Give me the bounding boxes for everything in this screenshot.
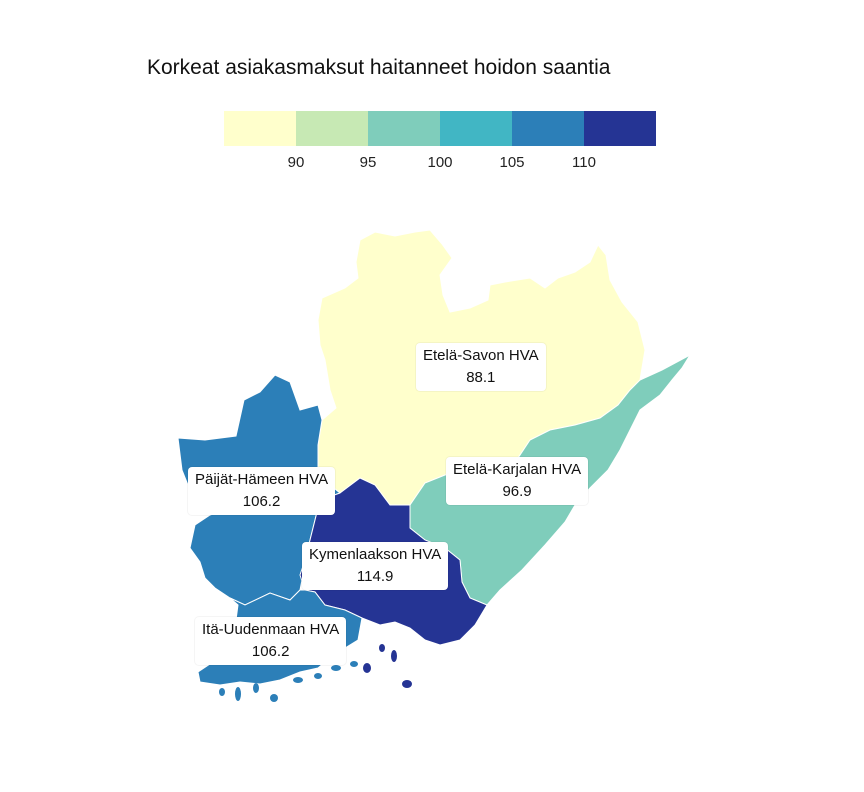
region-name: Etelä-Karjalan HVA: [453, 461, 582, 478]
region-label-etela-savo: Etelä-Savon HVA 88.1: [416, 343, 546, 391]
legend-swatch-1: [224, 111, 296, 146]
legend-swatch-2: [296, 111, 368, 146]
region-value: 88.1: [466, 369, 496, 386]
region-name: Itä-Uudenmaan HVA: [202, 621, 340, 638]
legend-tick: 110: [572, 154, 596, 171]
map-title: Korkeat asiakasmaksut haitanneet hoidon …: [147, 56, 611, 79]
region-label-paijat-hame: Päijät-Hämeen HVA 106.2: [188, 467, 336, 515]
islands: [219, 644, 412, 702]
region-label-ita-uusimaa: Itä-Uudenmaan HVA 106.2: [195, 617, 347, 665]
region-value: 96.9: [502, 483, 532, 500]
region-name: Etelä-Savon HVA: [423, 347, 539, 364]
legend-ticks: 90 95 100 105 110: [224, 154, 656, 174]
region-value: 106.2: [242, 493, 281, 510]
legend-swatch-4: [440, 111, 512, 146]
legend-tick: 105: [499, 154, 525, 171]
legend-tick: 90: [287, 154, 305, 171]
region-value: 114.9: [356, 568, 394, 585]
legend-tick: 100: [427, 154, 453, 171]
region-name: Kymenlaakson HVA: [309, 546, 442, 563]
color-legend: [224, 111, 656, 146]
region-value: 106.2: [251, 643, 290, 660]
region-label-etela-karjala: Etelä-Karjalan HVA 96.9: [446, 457, 589, 505]
legend-swatch-6: [584, 111, 656, 146]
legend-swatch-5: [512, 111, 584, 146]
region-name: Päijät-Hämeen HVA: [195, 471, 329, 488]
region-label-kymenlaakso: Kymenlaakson HVA 114.9: [302, 542, 449, 590]
legend-tick: 95: [359, 154, 377, 171]
legend-swatch-3: [368, 111, 440, 146]
